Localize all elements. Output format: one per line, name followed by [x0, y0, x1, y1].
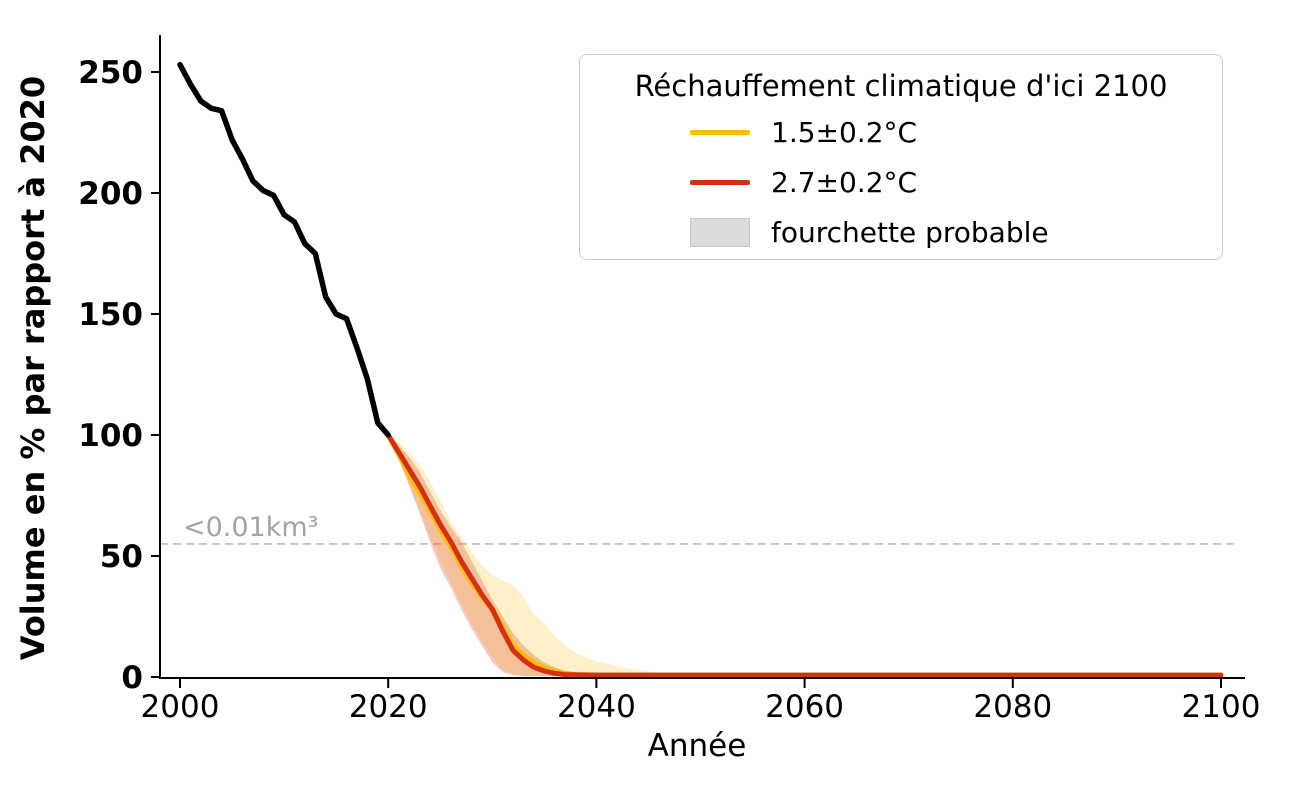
legend: Réchauffement climatique d'ici 2100 1.5±…: [579, 54, 1223, 260]
legend-line-swatch-1-5c: [690, 129, 750, 135]
y-axis-ticks: 0 50 100 150 200 250: [78, 55, 160, 696]
legend-item-2-7c: 2.7±0.2°C: [580, 157, 1222, 207]
legend-title: Réchauffement climatique d'ici 2100: [634, 69, 1168, 103]
y-axis-label: Volume en % par rapport à 2020: [14, 76, 52, 660]
legend-line-swatch-2-7c: [690, 179, 750, 185]
legend-label-likely-range: fourchette probable: [771, 215, 1049, 249]
y-tick-label: 150: [78, 297, 143, 333]
band-2.7±0.2°C: [388, 435, 1221, 677]
x-tick-label: 2100: [1182, 689, 1261, 725]
series-lines: [177, 61, 1224, 678]
legend-patch-swatch-likely-range: [690, 217, 750, 247]
x-tick-label: 2060: [765, 689, 844, 725]
threshold-label: <0.01km³: [183, 512, 319, 543]
x-tick-label: 2020: [349, 689, 428, 725]
line-2.7±0.2°C: [385, 432, 1224, 678]
y-tick-label: 250: [78, 55, 143, 91]
x-axis-label: Année: [648, 728, 747, 764]
legend-item-likely-range: fourchette probable: [580, 207, 1222, 257]
line-historique: [177, 61, 391, 438]
y-tick-label: 0: [121, 660, 143, 696]
y-tick-label: 200: [78, 176, 143, 212]
y-tick-label: 100: [78, 418, 143, 454]
axes: 0 50 100 150 200 250 2000 2020 2040 2060 2080 2100: [78, 35, 1260, 725]
x-tick-label: 2040: [557, 689, 636, 725]
x-tick-label: 2000: [141, 689, 220, 725]
x-axis-ticks: 2000 2020 2040 2060 2080 2100: [141, 678, 1261, 725]
y-tick-label: 50: [100, 539, 143, 575]
legend-label-2-7c: 2.7±0.2°C: [771, 165, 918, 199]
legend-label-1-5c: 1.5±0.2°C: [771, 115, 918, 149]
x-tick-label: 2080: [973, 689, 1052, 725]
legend-item-1-5c: 1.5±0.2°C: [580, 107, 1222, 157]
